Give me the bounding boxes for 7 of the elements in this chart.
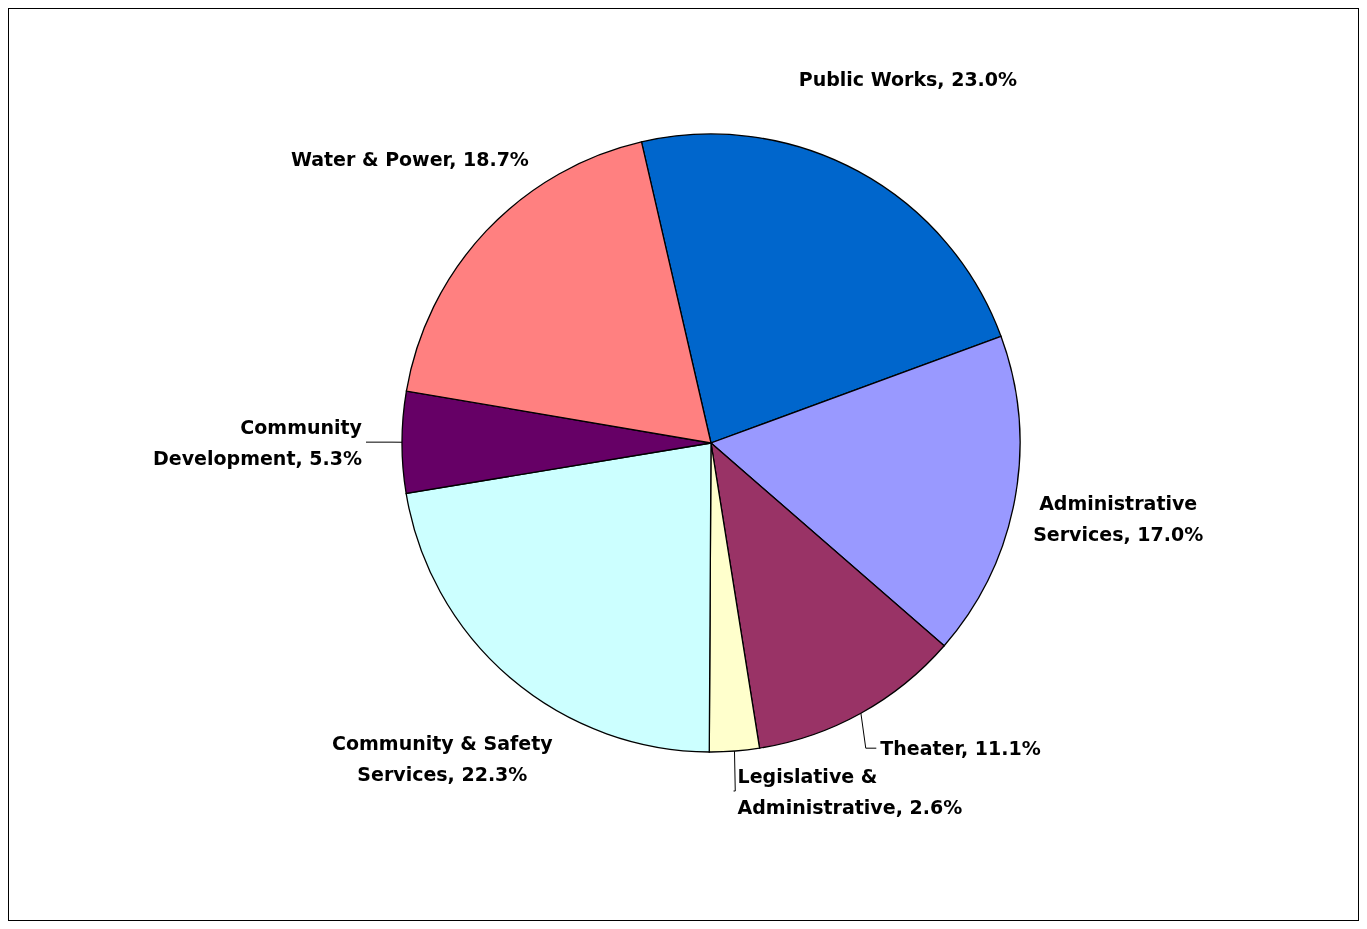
slice-label: Legislative & Administrative, 2.6%	[737, 764, 963, 818]
slice-label: Theater, 11.1%	[880, 737, 1041, 760]
slice-label: Community & Safety Services, 22.3%	[332, 732, 554, 785]
slice-label: Water & Power, 18.7%	[290, 147, 529, 170]
slice-label: Administrative Services, 17.0%	[1033, 491, 1204, 545]
slice-label: Public Works, 23.0%	[798, 67, 1018, 90]
slice-label: Community Development, 5.3%	[153, 416, 363, 470]
